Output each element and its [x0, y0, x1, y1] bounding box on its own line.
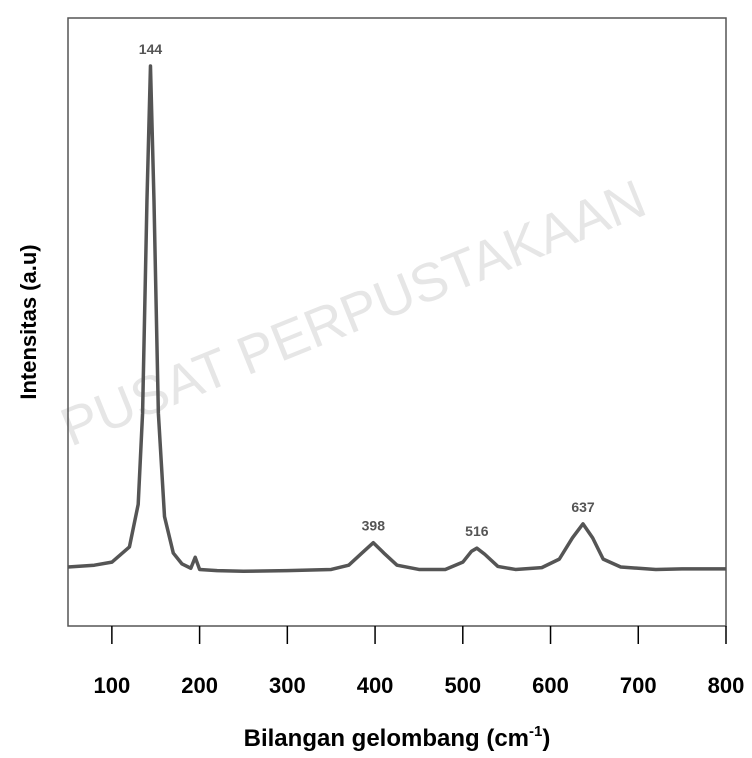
- plot-frame: [67, 17, 727, 627]
- x-tick-label: 400: [357, 673, 394, 698]
- x-axis-label: Bilangan gelombang (cm-1): [244, 723, 551, 752]
- x-tick-label: 500: [444, 673, 481, 698]
- peak-label: 144: [139, 41, 163, 57]
- peak-label: 516: [465, 523, 489, 539]
- x-tick-label: 300: [269, 673, 306, 698]
- y-axis-label: Intensitas (a.u): [16, 244, 41, 399]
- x-tick-label: 100: [94, 673, 131, 698]
- x-label-sup: -1: [529, 723, 542, 740]
- x-tick-label: 200: [181, 673, 218, 698]
- x-label-text: Bilangan gelombang (cm: [244, 725, 529, 752]
- peak-label: 637: [571, 499, 595, 515]
- spectrum-line: [67, 64, 726, 574]
- peak-label: 398: [362, 518, 386, 534]
- x-tick-label: 700: [620, 673, 657, 698]
- x-label-end: ): [542, 725, 550, 752]
- x-tick-label: 600: [532, 673, 569, 698]
- x-tick-label: 800: [708, 673, 745, 698]
